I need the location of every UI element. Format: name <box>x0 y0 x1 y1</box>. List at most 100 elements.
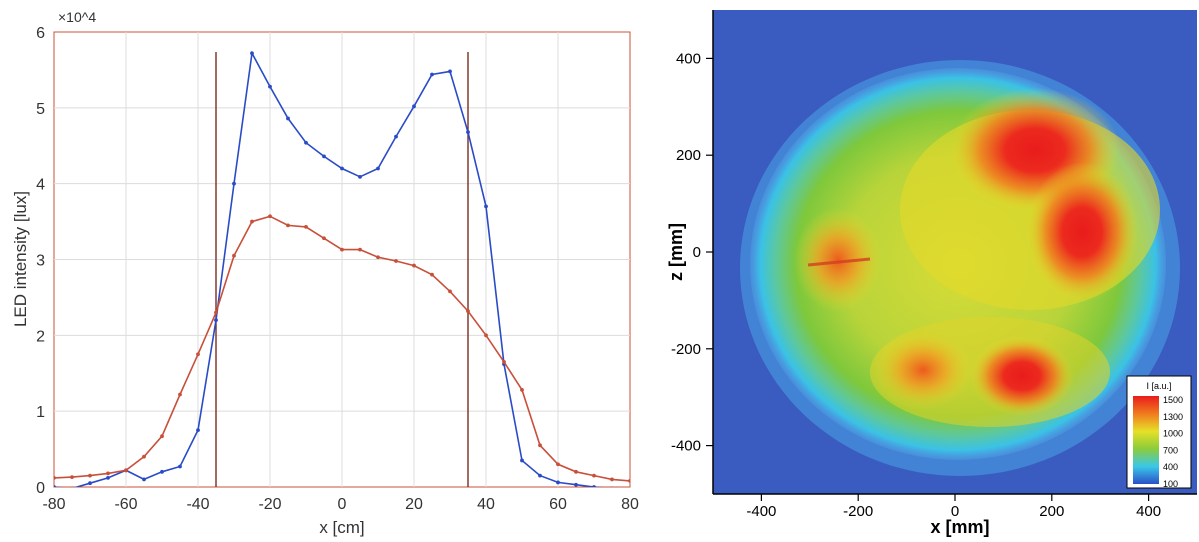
data-point <box>574 482 578 487</box>
data-point <box>484 204 488 209</box>
data-point <box>286 116 290 121</box>
y-tick-label: 6 <box>36 25 45 42</box>
hotspot-left <box>794 208 882 312</box>
data-point <box>430 72 434 77</box>
y-axis-label: LED intensity [lux] <box>11 191 30 327</box>
x-tick-label: 0 <box>338 496 347 513</box>
heatmap-field <box>740 60 1180 476</box>
data-point <box>556 462 560 467</box>
data-point <box>268 214 272 219</box>
y-exponent-label: ×10^4 <box>58 9 96 25</box>
data-point <box>70 475 74 480</box>
legend-title: I [a.u.] <box>1146 381 1171 391</box>
data-point <box>628 479 630 483</box>
y-tick-labels: -400 -200 0 200 400 <box>671 50 713 455</box>
x-tick-label: -40 <box>186 496 209 513</box>
x-tick-labels: -80 -60 -40 -20 0 20 40 60 80 <box>42 496 639 513</box>
line-chart: -80 -60 -40 -20 0 20 40 60 80 0 1 2 3 4 5 6 ×10^4 x [c… <box>11 9 639 537</box>
data-point <box>196 428 200 433</box>
data-point <box>538 473 542 478</box>
data-point <box>574 469 578 474</box>
data-point <box>538 443 542 448</box>
data-point <box>412 104 416 109</box>
x-tick-label: 20 <box>405 496 423 513</box>
data-point <box>358 174 362 179</box>
series-group <box>54 50 632 492</box>
data-point <box>160 469 164 474</box>
data-point <box>520 388 524 392</box>
data-point <box>430 272 434 277</box>
data-point <box>70 486 74 487</box>
vertical-markers <box>215 52 469 487</box>
x-tick-label: 400 <box>1136 503 1161 520</box>
data-point <box>286 223 290 228</box>
data-point <box>88 481 92 486</box>
data-point <box>484 333 488 338</box>
hotspot-bottom-right <box>970 336 1074 416</box>
data-point <box>376 166 380 171</box>
data-point <box>106 476 110 480</box>
y-tick-label: 2 <box>36 328 45 345</box>
data-point <box>322 154 326 159</box>
data-point <box>142 477 146 482</box>
colorbar-gradient <box>1133 396 1159 484</box>
data-point <box>124 468 128 473</box>
grid <box>54 32 630 487</box>
x-tick-label: 0 <box>951 503 959 520</box>
y-tick-label: 4 <box>36 177 45 194</box>
data-point <box>178 392 182 397</box>
x-tick-labels: -400 -200 0 200 400 <box>746 494 1161 520</box>
heatmap-chart: -400 -200 0 200 400 -400 -200 0 200 400 x [mm] z… <box>666 10 1197 537</box>
x-tick-label: 60 <box>549 496 567 513</box>
y-tick-label: 0 <box>36 480 45 497</box>
colorbar-level-label: 100 <box>1163 479 1178 489</box>
data-point <box>610 477 614 482</box>
colorbar-level-label: 1300 <box>1163 412 1183 422</box>
y-tick-labels: 0 1 2 3 4 5 6 <box>36 25 45 497</box>
data-point <box>54 485 56 487</box>
data-point <box>322 236 326 241</box>
data-point <box>340 247 344 252</box>
colorbar-legend: I [a.u.] 1500 1300 1000 700 400 100 <box>1126 375 1192 489</box>
x-tick-label: -400 <box>746 503 776 520</box>
y-tick-label: -200 <box>671 341 701 358</box>
x-tick-label: -60 <box>114 496 137 513</box>
x-tick-label: -80 <box>42 496 65 513</box>
y-tick-label: 1 <box>36 404 45 421</box>
data-point <box>376 255 380 260</box>
data-point <box>250 51 254 56</box>
y-tick-label: 200 <box>676 147 701 164</box>
data-point <box>412 263 416 268</box>
data-point <box>466 130 470 135</box>
y-tick-label: 400 <box>676 50 701 67</box>
x-tick-label: 80 <box>621 496 639 513</box>
streak <box>807 257 871 267</box>
data-point <box>358 247 362 252</box>
colorbar-level-label: 400 <box>1163 462 1178 472</box>
colorbar-level-label: 700 <box>1163 445 1178 455</box>
data-point <box>232 181 236 186</box>
data-point <box>340 166 344 171</box>
data-point <box>556 480 560 485</box>
data-point <box>466 309 470 313</box>
x-tick-label: -20 <box>258 496 281 513</box>
x-tick-label: -200 <box>843 503 873 520</box>
x-tick-label: 40 <box>477 496 495 513</box>
data-point <box>304 140 308 145</box>
hotspot-bottom-left <box>873 330 973 410</box>
y-tick-label: -400 <box>671 438 701 455</box>
x-axis-label: x [mm] <box>930 517 989 537</box>
data-point <box>628 488 632 492</box>
data-point <box>232 253 236 258</box>
data-point <box>394 259 398 263</box>
data-point <box>268 84 272 89</box>
data-point <box>592 473 596 478</box>
y-tick-label: 5 <box>36 101 45 118</box>
data-point <box>142 454 146 459</box>
y-axis-label: z [mm] <box>666 223 686 281</box>
colorbar-level-label: 1000 <box>1163 429 1183 439</box>
data-point <box>592 485 596 487</box>
data-point <box>502 359 506 364</box>
colorbar-labels: 1500 1300 1000 700 400 100 <box>1163 395 1183 489</box>
